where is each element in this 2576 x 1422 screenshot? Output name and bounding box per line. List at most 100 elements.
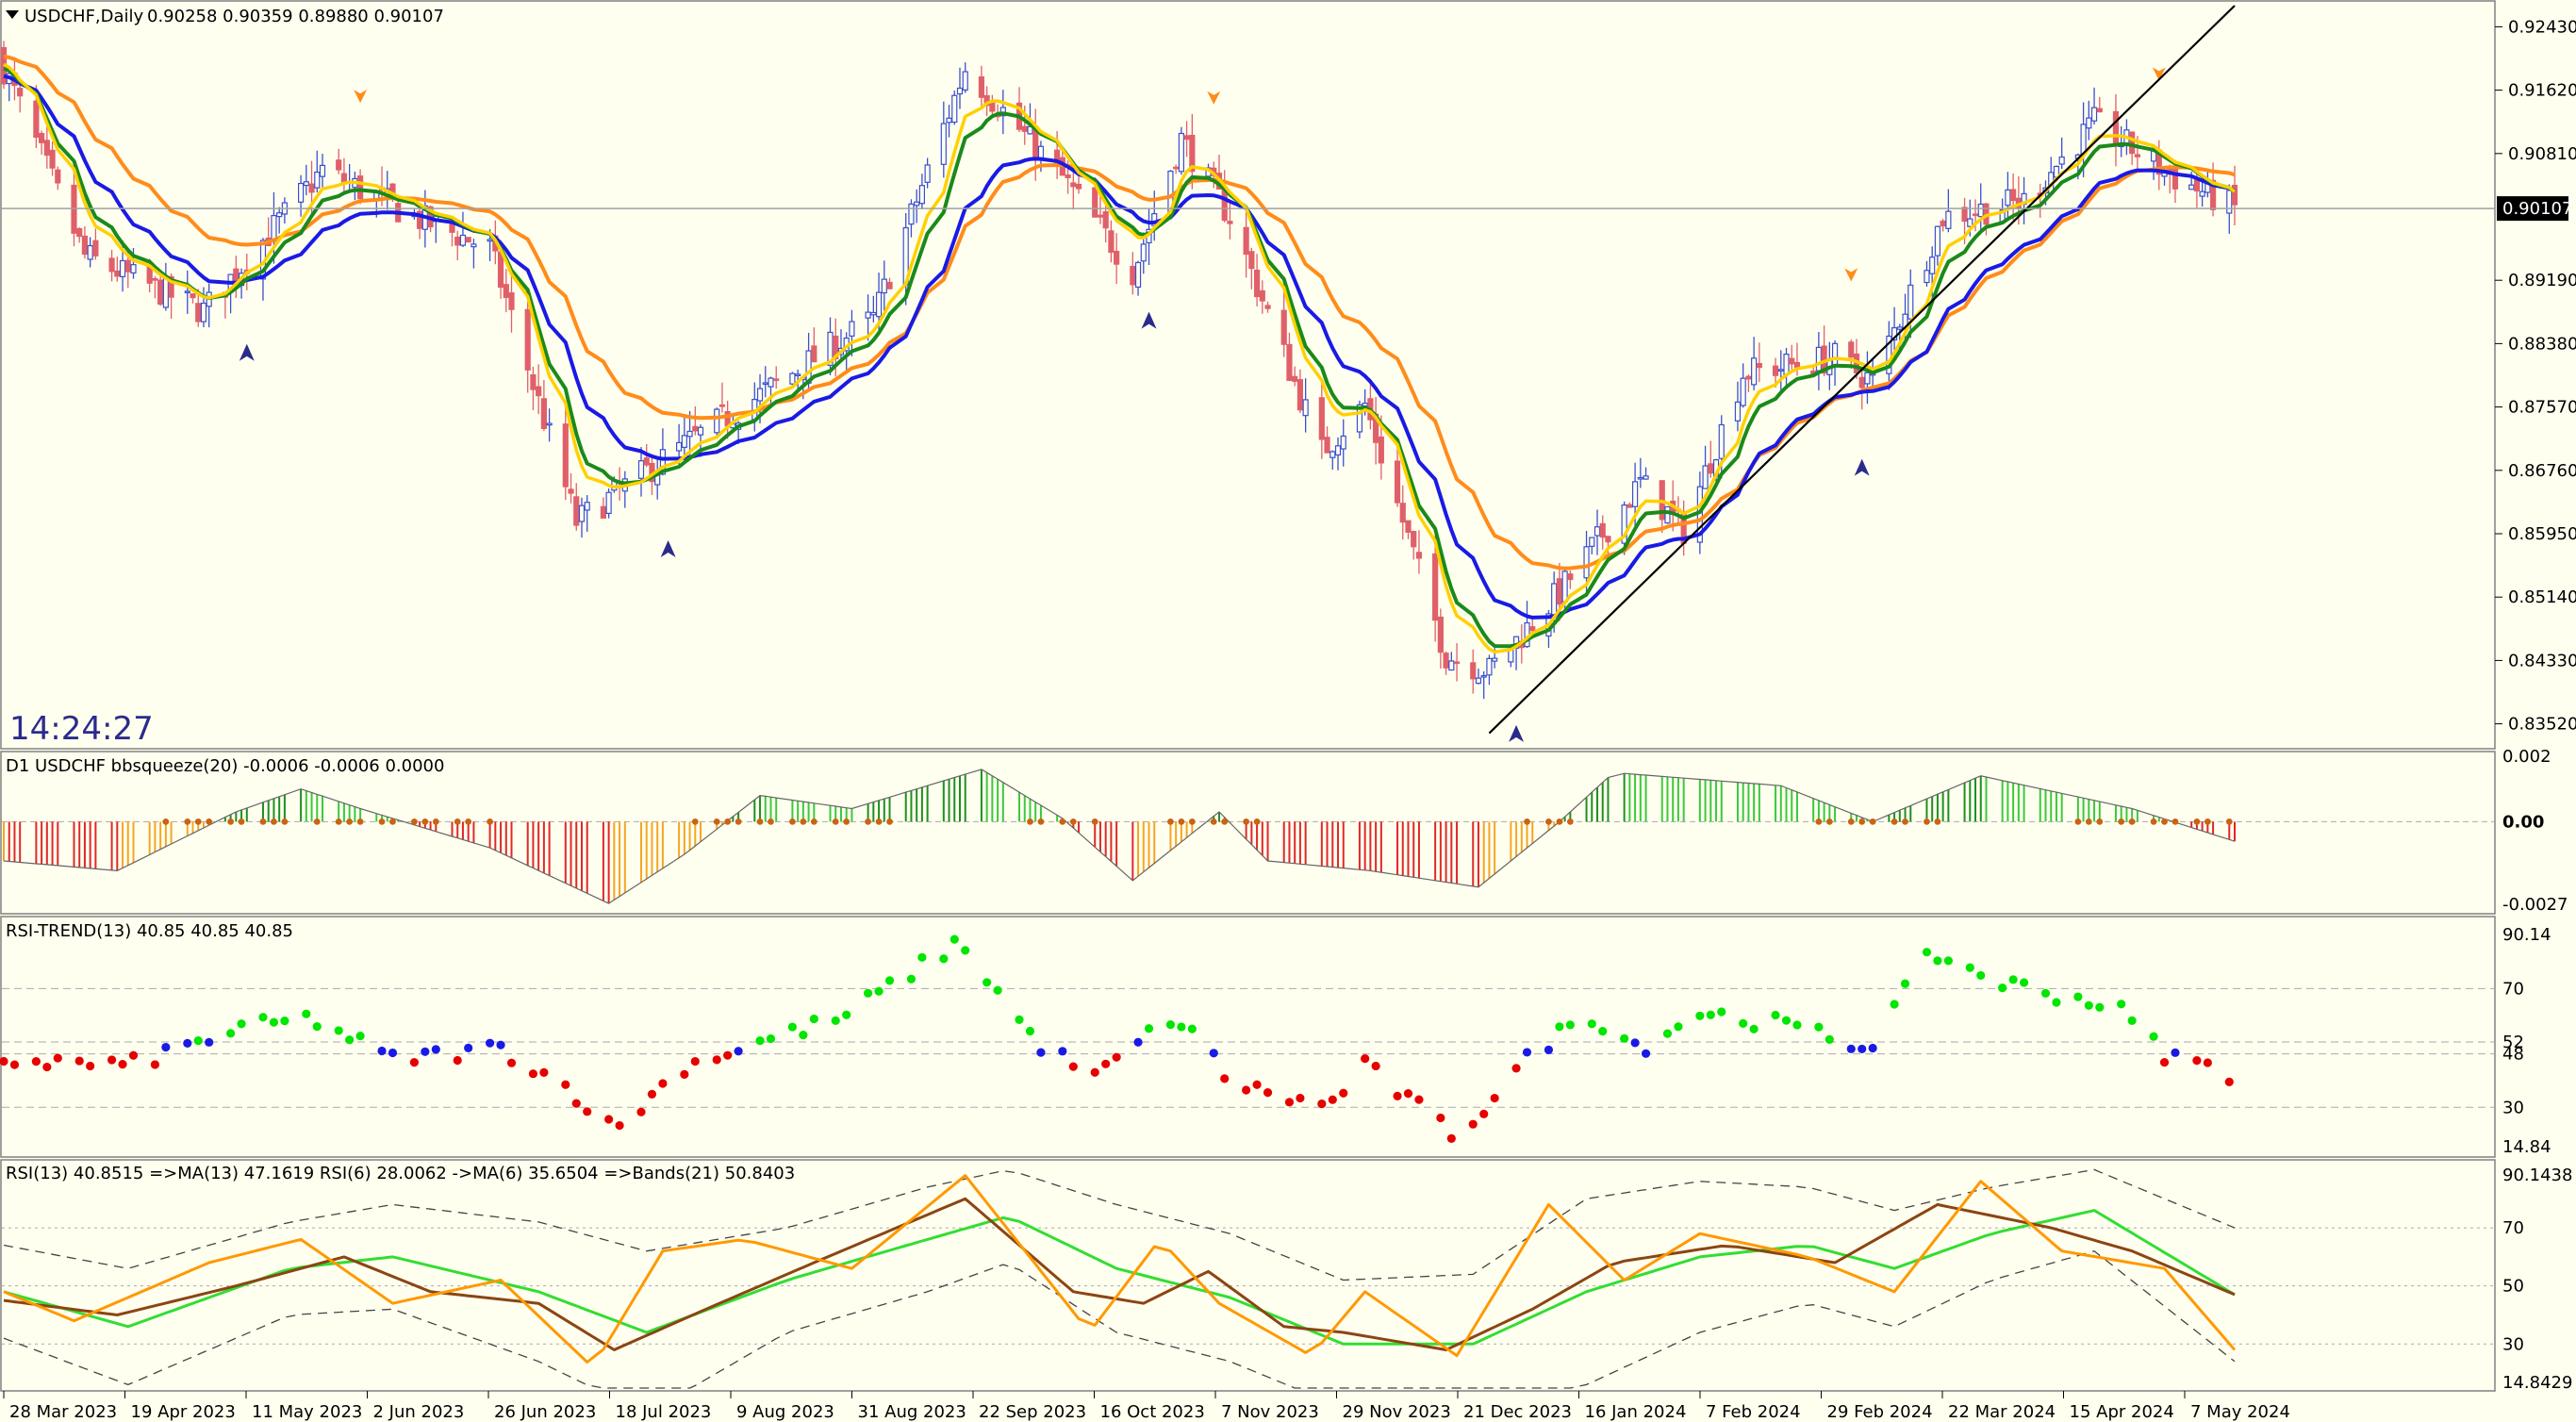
candle: [2096, 96, 2103, 113]
rsi-trend-dot: [1511, 1064, 1521, 1073]
rsi-trend-dot: [2117, 1000, 2126, 1009]
rsi-trend-dot: [1036, 1048, 1046, 1057]
rsi-trend-dot: [680, 1069, 689, 1079]
squeeze-dot: [410, 818, 418, 825]
bbsqueeze-tick-zero: 0.00: [2502, 812, 2544, 832]
rsi-trend-dot: [2052, 998, 2061, 1007]
rsi-trend-dot: [150, 1060, 160, 1069]
rsi-trend-dot: [86, 1061, 95, 1071]
candle: [1302, 378, 1309, 433]
squeeze-dot: [389, 818, 396, 825]
rsi-bands-frame: [0, 1159, 2496, 1392]
candle: [940, 101, 947, 178]
signal-arrows: [239, 67, 2166, 742]
rsi-trend-dot: [583, 1107, 592, 1116]
candle: [1411, 530, 1417, 560]
candle: [1734, 381, 1742, 432]
rsi-trend-dot: [636, 1107, 646, 1116]
bbsqueeze-panel[interactable]: D1 USDCHF bbsqueeze(20) -0.0006 -0.0006 …: [0, 747, 2568, 915]
main-price-panel[interactable]: USDCHF,Daily 0.90258 0.90359 0.89880 0.9…: [0, 0, 2576, 750]
rsi-trend-dot: [1739, 1018, 1748, 1028]
candle: [2010, 173, 2017, 221]
candle: [1934, 225, 1941, 266]
rsi-trend-dot: [1630, 1038, 1640, 1048]
rsi-trend-dot: [226, 1029, 236, 1038]
rsi-trend-panel[interactable]: RSI-TREND(13) 40.85 40.85 40.85 90.14 70 5…: [0, 916, 2551, 1158]
candle: [1183, 121, 1190, 157]
date-tick-label: 19 Apr 2023: [131, 1402, 236, 1422]
rsi-trend-dot: [496, 1040, 505, 1050]
candle: [1329, 450, 1336, 471]
rsi-trend-dot: [377, 1046, 387, 1056]
rsi-trend-dot: [1674, 1022, 1683, 1032]
candle: [297, 174, 305, 217]
rsi-trend-dot: [1317, 1099, 1327, 1109]
rsi-bands-axis: 90.1438 70 50 30 14.8429: [2502, 1166, 2572, 1393]
squeeze-dot: [184, 818, 191, 825]
rsi-trend-dot: [42, 1062, 52, 1072]
squeeze-dot: [421, 818, 429, 825]
candle: [1864, 351, 1871, 405]
squeeze-dot: [1902, 818, 1908, 825]
squeeze-dot: [1924, 818, 1930, 825]
price-tick-label: 0.88380: [2508, 334, 2576, 354]
candle: [1130, 252, 1136, 295]
squeeze-dot: [875, 818, 883, 825]
squeeze-dot: [238, 818, 245, 825]
candle: [714, 407, 720, 439]
date-tick-label: 11 May 2023: [252, 1402, 362, 1422]
rsi-trend-dot: [1858, 1044, 1867, 1054]
chart-header: USDCHF,Daily 0.90258 0.90359 0.89880 0.9…: [6, 7, 444, 26]
squeeze-dot: [1556, 818, 1563, 825]
candle: [1708, 440, 1714, 478]
rsi6-line: [3, 1174, 2237, 1364]
rsi-trend-dot: [1922, 948, 1932, 957]
candle: [605, 488, 612, 519]
candle: [1394, 439, 1401, 507]
candle: [1599, 515, 1606, 550]
rsi-trend-dot: [128, 1050, 139, 1060]
rsi-trend-dot: [1695, 1011, 1705, 1020]
rsi-trend-dot: [53, 1053, 62, 1063]
squeeze-dot: [1815, 818, 1823, 825]
rsi-trend-dot: [464, 1043, 473, 1052]
squeeze-dot: [832, 818, 839, 825]
candle: [314, 150, 321, 193]
rsi-trend-dot: [1112, 1052, 1121, 1062]
date-tick-label: 7 Feb 2024: [1706, 1402, 1801, 1422]
rsi-trend-dot: [799, 1031, 808, 1040]
trendline[interactable]: [1488, 5, 2236, 735]
rsi-trend-dot: [1846, 1044, 1856, 1053]
rsi-bands-panel[interactable]: RSI(13) 40.8515 =>MA(13) 47.1619 RSI(6) …: [0, 1159, 2572, 1393]
bbsqueeze-tick-top: 0.002: [2502, 747, 2551, 767]
candle: [962, 62, 968, 93]
rsi-trend-dot: [345, 1035, 355, 1045]
candle: [1280, 287, 1287, 357]
candle: [454, 230, 461, 260]
date-tick-label: 7 Nov 2023: [1221, 1402, 1319, 1422]
squeeze-dot: [2074, 818, 2082, 825]
squeeze-dot: [713, 818, 720, 825]
candle: [1891, 306, 1898, 357]
candle: [600, 497, 606, 519]
header-triangle-icon[interactable]: [6, 10, 19, 19]
rsi-trend-dot: [712, 1055, 721, 1065]
candle: [152, 275, 158, 299]
squeeze-dot: [1253, 818, 1261, 825]
lower-band-line: [3, 1250, 2236, 1389]
rsi-trend-dot: [2084, 1000, 2093, 1010]
bbsqueeze-frame: [0, 751, 2496, 915]
rsi-trend-dot: [1252, 1080, 1262, 1089]
rsi-trend-dot: [1522, 1048, 1532, 1057]
rsi-bands-lines: [2, 1168, 2495, 1389]
bbsqueeze-label: D1 USDCHF bbsqueeze(20) -0.0006 -0.0006 …: [6, 756, 444, 776]
squeeze-dot: [1545, 818, 1552, 825]
rsi-trend-dot: [2019, 978, 2029, 987]
date-axis: 28 Mar 2023 19 Apr 2023 11 May 2023 2 Jun 2…: [3, 1391, 2290, 1422]
rsi-trend-dot: [302, 1009, 311, 1018]
rsi-trend-dot: [1771, 1010, 1780, 1020]
squeeze-dot: [2193, 818, 2201, 825]
rsi-trend-dot: [1263, 1088, 1273, 1098]
